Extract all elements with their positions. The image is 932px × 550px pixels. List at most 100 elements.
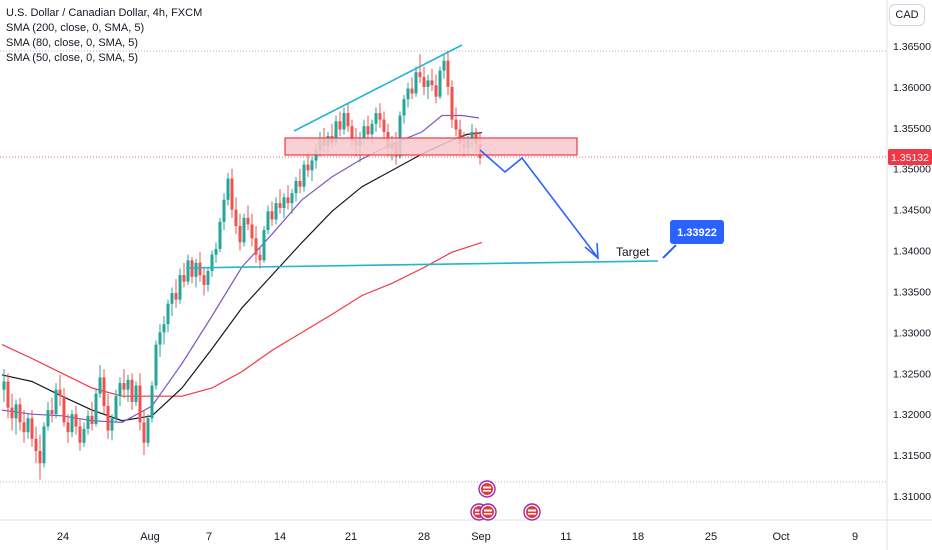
sma-80-legend[interactable]: SMA (80, close, 0, SMA, 5) [6,37,139,49]
candle-body [94,393,98,424]
time-tick-label: 14 [274,531,286,543]
sma-200-legend[interactable]: SMA (200, close, 0, SMA, 5) [6,22,145,34]
upper-trendline [293,44,463,132]
candle-body [170,293,174,304]
price-tick-label: 1.35500 [893,123,931,135]
candle-body [102,377,106,406]
candle-body [38,451,42,464]
price-tick-label: 1.33500 [893,286,931,298]
candle [94,389,98,427]
time-tick-label: 25 [705,531,717,543]
candle-body [422,77,426,87]
time-tick-label: Aug [140,531,160,543]
candle [66,414,70,443]
candle [254,226,258,263]
target-label: Target [616,245,650,259]
candle [26,414,30,439]
currency-button[interactable]: CAD [889,4,925,26]
candle [46,401,50,431]
event-stripe [528,509,536,512]
candle-body [66,422,70,433]
candle-body [310,160,314,171]
candle-body [166,303,170,325]
candle [374,107,378,132]
candle [338,111,342,136]
candle-body [254,238,258,255]
candle-body [230,178,234,210]
price-tick-label: 1.31000 [893,491,931,503]
event-stripe [475,509,483,512]
candle-body [434,85,438,97]
candle-body [42,426,46,464]
candle-body [186,260,190,282]
candle [246,205,250,231]
candle-body [242,217,246,243]
candle-body [262,230,266,261]
candle-body [198,262,202,276]
sma-50-legend[interactable]: SMA (50, close, 0, SMA, 5) [6,52,139,64]
candle-body [202,275,206,285]
event-stripe [475,513,483,515]
candle-body [438,70,442,97]
candle [174,279,178,308]
candle-body [278,203,282,208]
time-tick-label: 7 [206,531,212,543]
candle-body [14,404,18,419]
candle-body [418,72,422,78]
candle [194,258,198,288]
candle [154,340,158,390]
candle [434,74,438,104]
target-value-text: 1.33922 [677,227,717,239]
symbol-title[interactable]: U.S. Dollar / Canadian Dollar, 4h, FXCM [6,7,203,19]
candle [102,369,106,415]
candle-body [234,209,238,226]
candle [450,80,454,128]
candle [214,242,218,263]
price-tick-label: 1.36500 [893,41,931,53]
candle-body [214,248,218,255]
candle-body [302,164,306,187]
candle [146,414,150,447]
candle [10,393,14,431]
candle [142,410,146,456]
candle-body [346,113,350,127]
candle-body [98,377,102,394]
candle [78,418,82,451]
candle-body [370,123,374,135]
candle [86,410,90,435]
price-tick-label: 1.32500 [893,368,931,380]
candle-body [382,119,386,132]
candle-body [150,385,154,419]
candle [118,377,122,406]
candle [126,374,130,402]
candle [198,252,202,282]
candle [410,77,414,100]
event-stripe [528,513,536,515]
candle [82,422,86,447]
candle [38,434,42,480]
candle [270,201,274,226]
candle [446,52,450,96]
candle-body [146,418,150,443]
candle-body [410,88,414,94]
candle-body [274,203,278,220]
candle [178,268,182,304]
candle-body [398,115,402,157]
price-tick-label: 1.35000 [893,164,931,176]
candle [306,152,310,177]
time-tick-label: Oct [772,531,789,543]
candle [190,257,194,284]
us-flag-icon [478,480,496,498]
current-price-badge-bg [888,149,932,165]
candle-body [222,199,226,222]
candle-body [406,88,410,100]
current-price-badge: 1.35132 [888,149,932,165]
candle [242,213,246,247]
time-axis: 24 Aug 7 14 21 28 Sep 11 18 25 Oct 9 [57,531,858,543]
candle [258,246,262,269]
price-tick-label: 1.34000 [893,246,931,258]
candle-body [238,226,242,243]
candle-body [442,60,446,71]
candle-body [286,197,290,204]
